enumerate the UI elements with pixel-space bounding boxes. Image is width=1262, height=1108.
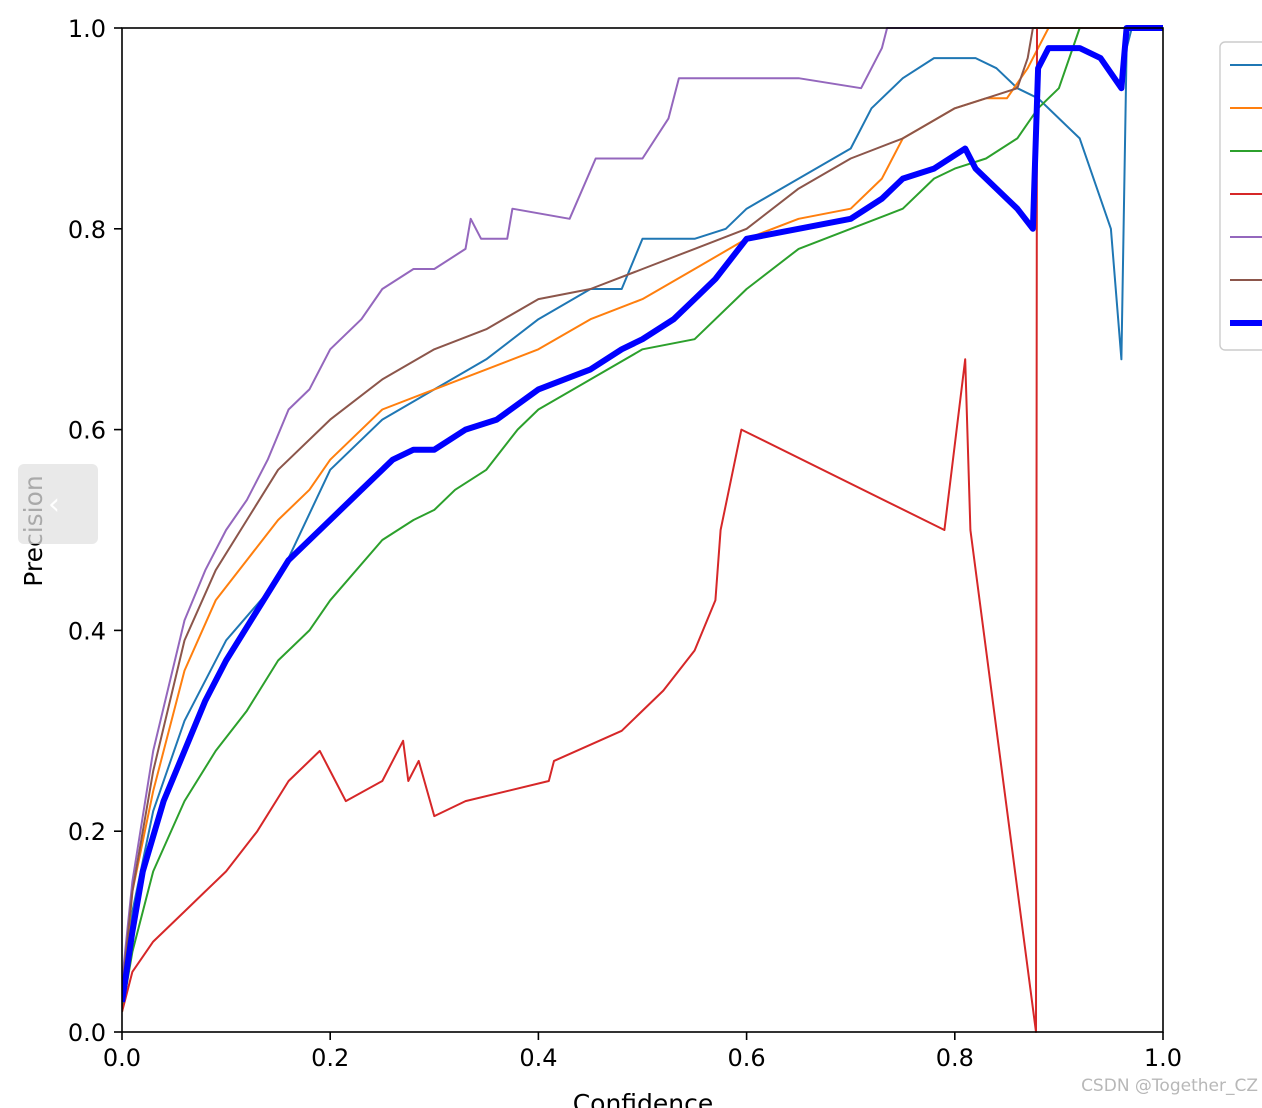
x-tick-label: 0.4 [519,1044,557,1072]
legend [1219,41,1262,351]
curve-5 [122,27,1163,982]
x-axis: 0.0 0.2 0.4 0.6 0.8 1.0 [103,1032,1182,1072]
curve-2 [122,27,1163,1002]
legend-box [1219,41,1262,351]
curve-4 [122,27,1163,1033]
curve-1 [122,27,1163,1003]
y-tick-label: 0.4 [68,617,106,645]
curves-layer [122,25,1163,1033]
x-tick-label: 0.6 [728,1044,766,1072]
x-tick-label: 0.2 [311,1044,349,1072]
y-tick-label: 0.6 [68,417,106,445]
curve-6 [122,27,1163,992]
x-axis-title: Confidence [573,1089,714,1108]
chevron-left-icon: ‹ [48,486,60,522]
x-tick-label: 0.8 [936,1044,974,1072]
y-tick-label: 1.0 [68,15,106,43]
watermark: CSDN @Together_CZ [1081,1076,1258,1096]
plot-frame [121,27,1164,1033]
y-tick-label: 0.0 [68,1019,106,1047]
previous-image-button[interactable]: ‹ [18,464,98,544]
x-tick-label: 1.0 [1144,1044,1182,1072]
y-tick-label: 0.8 [68,216,106,244]
y-tick-label: 0.2 [68,818,106,846]
curve-3 [122,27,1163,1013]
y-axis: 0.0 0.2 0.4 0.6 0.8 1.0 [68,15,122,1047]
curve-7 [122,25,1163,1003]
x-tick-label: 0.0 [103,1044,141,1072]
